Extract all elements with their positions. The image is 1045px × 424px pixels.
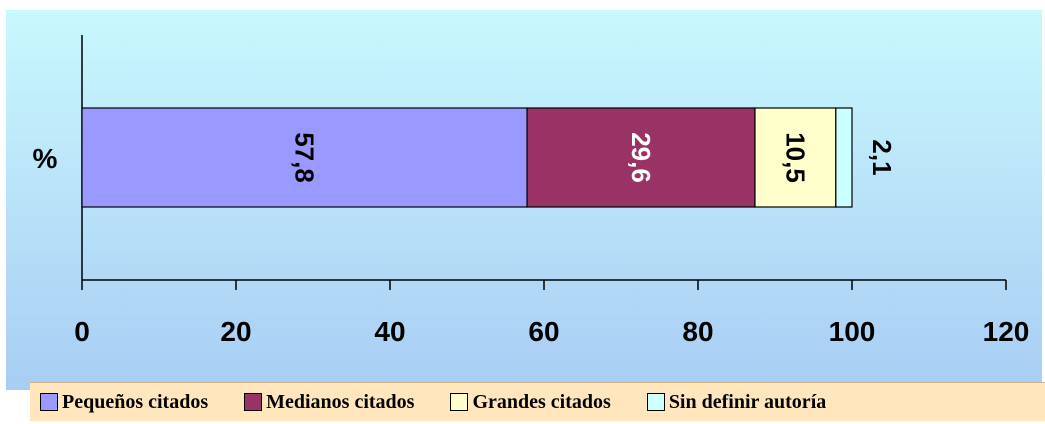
bar-segment-1 (81, 107, 528, 208)
legend-item: Sin definir autoría (646, 390, 827, 414)
legend-item: Pequeños citados (40, 391, 208, 414)
bar-segment-3 (754, 107, 837, 208)
data-label-1: 57,8 (290, 132, 320, 183)
x-tick-label: 0 (74, 316, 90, 347)
legend: Pequeños citados Medianos citados Grandes … (30, 382, 1045, 421)
legend-label: Medianos citados (266, 390, 415, 413)
x-tick-label: 40 (374, 316, 405, 347)
category-label: % (33, 143, 58, 174)
legend-label: Grandes citados (472, 390, 611, 413)
data-label-3: 10,5 (780, 132, 810, 183)
bar-segment-2 (526, 107, 756, 208)
data-label-2: 29,6 (626, 132, 656, 183)
legend-item: Medianos citados (244, 391, 414, 414)
legend-swatch (40, 393, 58, 411)
legend-swatch (244, 393, 263, 411)
x-tick-label: 120 (983, 316, 1030, 347)
legend-item: Grandes citados (450, 390, 611, 414)
data-label-4: 2,1 (867, 139, 897, 175)
bar-segment-4 (835, 107, 853, 208)
legend-swatch (646, 393, 665, 411)
x-tick-label: 60 (528, 316, 559, 347)
x-tick-label: 80 (682, 316, 713, 347)
legend-swatch (450, 393, 469, 411)
x-tick-label: 100 (829, 316, 876, 347)
legend-label: Sin definir autoría (668, 390, 827, 413)
x-tick-label: 20 (220, 316, 251, 347)
legend-label: Pequeños citados (62, 390, 209, 413)
